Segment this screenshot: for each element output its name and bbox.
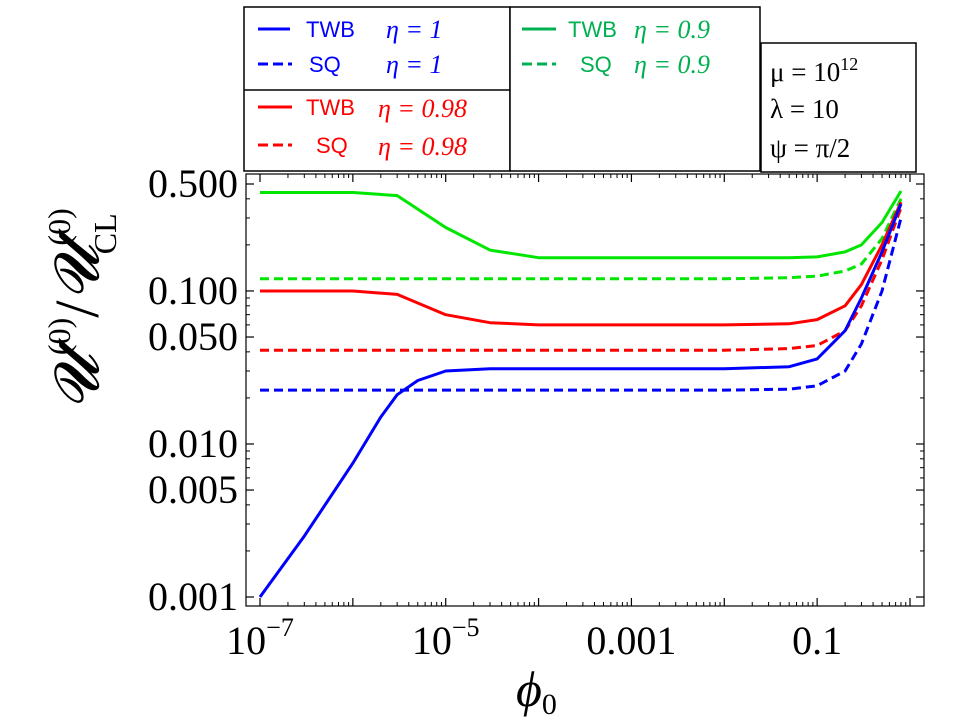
legend-entry-twb-eta-0-9: TWB η = 0.9 bbox=[522, 15, 710, 44]
y-axis-label-sup: (0) bbox=[41, 318, 77, 355]
x-tick-label-base: 10 bbox=[226, 618, 266, 663]
x-axis-label: ϕ0 bbox=[516, 661, 557, 720]
plot-frame bbox=[245, 173, 925, 607]
x-axis-label-symbol: ϕ bbox=[516, 661, 542, 717]
y-axis-label-text: 𝓤(0)/𝓤(0) CL bbox=[41, 208, 123, 410]
series-line-2 bbox=[260, 201, 903, 327]
legend-label: TWB bbox=[306, 17, 355, 42]
axis-ticks bbox=[246, 174, 924, 606]
y-axis-label-slash: / bbox=[44, 300, 112, 318]
y-tick-label: 0.010 bbox=[148, 421, 238, 466]
y-tick-label: 0.005 bbox=[148, 467, 238, 512]
param-lambda: λ = 10 bbox=[770, 94, 839, 124]
legend-entry-twb-eta-0-98: TWB η = 0.98 bbox=[258, 94, 467, 123]
legend-label: SQ bbox=[309, 52, 341, 77]
x-axis-label-subscript: 0 bbox=[542, 688, 557, 720]
param-psi: ψ = π/2 bbox=[770, 133, 850, 163]
x-tick-label: 10−7 bbox=[226, 613, 294, 663]
legend-box-left bbox=[243, 6, 511, 172]
series-line-5 bbox=[260, 217, 903, 392]
legend: TWB η = 1 SQ η = 1 TWB η = 0.9 SQ η = 0.… bbox=[243, 6, 761, 172]
legend-eta: η = 1 bbox=[386, 15, 442, 44]
y-tick-label: 0.100 bbox=[148, 268, 238, 313]
y-axis-label-sub-cl: CL bbox=[87, 213, 123, 254]
legend-label: SQ bbox=[580, 52, 612, 77]
legend-eta: η = 1 bbox=[386, 50, 442, 79]
series-line-3 bbox=[260, 207, 903, 352]
x-tick-label-exponent: −7 bbox=[266, 613, 294, 642]
series-line-1 bbox=[260, 198, 903, 281]
param-mu: μ = 1012 bbox=[770, 54, 858, 87]
legend-eta: η = 0.9 bbox=[634, 15, 710, 44]
legend-label: SQ bbox=[316, 133, 348, 158]
legend-eta: η = 0.98 bbox=[378, 132, 467, 161]
legend-label: TWB bbox=[568, 17, 617, 42]
legend-box-right bbox=[509, 6, 761, 172]
legend-entry-sq-eta-0-9: SQ η = 0.9 bbox=[522, 50, 710, 79]
y-axis-label: 𝓤(0)/𝓤(0) CL bbox=[41, 208, 123, 410]
param-mu-base: μ = 10 bbox=[770, 57, 840, 87]
legend-eta: η = 0.9 bbox=[634, 50, 710, 79]
series-layer bbox=[258, 190, 903, 598]
legend-entry-sq-eta-0-98: SQ η = 0.98 bbox=[258, 132, 467, 161]
y-tick-label: 0.001 bbox=[148, 574, 238, 619]
parameter-box: μ = 1012 λ = 10 ψ = π/2 bbox=[760, 42, 917, 173]
parameter-box-frame bbox=[760, 42, 917, 173]
x-tick-label: 0.1 bbox=[792, 618, 842, 663]
legend-eta: η = 0.98 bbox=[378, 94, 467, 123]
series-line-0 bbox=[260, 190, 903, 260]
legend-entry-twb-eta-1: TWB η = 1 bbox=[258, 15, 442, 44]
y-axis-label-sup-cl: (0) bbox=[41, 208, 77, 245]
legend-entry-sq-eta-1: SQ η = 1 bbox=[258, 50, 442, 79]
x-tick-label: 10−5 bbox=[412, 613, 480, 663]
param-mu-exponent: 12 bbox=[840, 54, 858, 74]
x-tick-label-base: 10 bbox=[412, 618, 452, 663]
y-tick-label: 0.050 bbox=[148, 314, 238, 359]
tick-labels: 10−7 10−5 0.001 0.10.0010.0050.0100.0500.10… bbox=[148, 161, 842, 663]
series-line-4 bbox=[258, 203, 903, 598]
legend-label: TWB bbox=[306, 95, 355, 120]
x-tick-label-exponent: −5 bbox=[452, 613, 480, 642]
x-tick-label: 0.001 bbox=[586, 618, 676, 663]
y-tick-label: 0.500 bbox=[148, 161, 238, 206]
